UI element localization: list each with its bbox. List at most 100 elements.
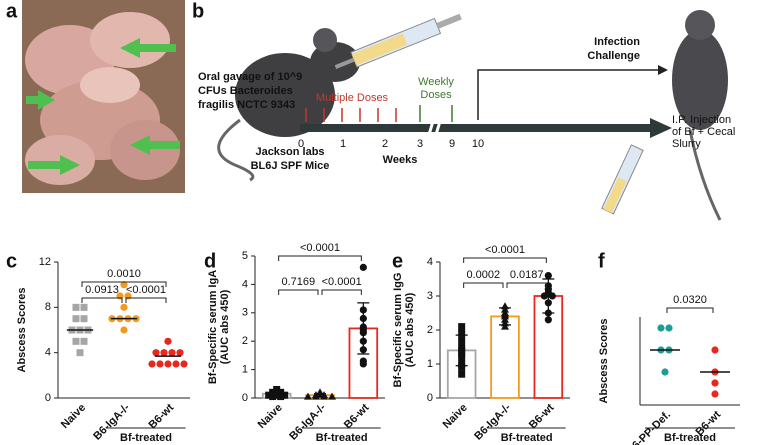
point: [120, 303, 128, 311]
bracket: [278, 289, 319, 295]
point: [359, 263, 367, 271]
bracket: [463, 257, 547, 263]
point: [548, 292, 556, 300]
panel-label: a: [6, 0, 18, 22]
point: [544, 316, 552, 324]
point: [168, 349, 176, 357]
point: [711, 346, 719, 354]
point: [80, 315, 88, 323]
p-value: 0.0187: [510, 269, 544, 281]
p-value: <0.0001: [126, 284, 166, 296]
schematic-art: [217, 10, 728, 221]
bracket: [666, 307, 714, 313]
p-value: 0.0913: [85, 284, 119, 296]
p-value: 0.7169: [282, 276, 316, 288]
point: [458, 363, 466, 371]
timeline-tick: 3: [417, 138, 423, 150]
p-value: <0.0001: [485, 244, 525, 256]
bracket: [463, 282, 504, 288]
gavage-text: fragilis NCTC 9343: [198, 99, 295, 111]
point: [328, 392, 336, 400]
point: [273, 385, 281, 393]
y-axis-label: Bf-Specific serum IgG: [392, 273, 404, 388]
bracket: [81, 297, 123, 303]
point: [277, 388, 285, 396]
point: [72, 337, 80, 345]
x-tick-label: Naive: [59, 402, 88, 431]
point: [458, 329, 466, 337]
x-tick-label: B6-wt: [147, 401, 177, 431]
y-tick-label: 2: [242, 335, 248, 347]
point: [164, 337, 172, 345]
group-label: Bf-treated: [316, 432, 368, 444]
point: [180, 360, 188, 368]
bracket: [81, 281, 167, 287]
point: [665, 324, 673, 332]
point: [711, 379, 719, 387]
x-tick-label: B6-wt: [527, 401, 557, 431]
point: [657, 324, 665, 332]
y-tick-label: 0: [45, 392, 51, 404]
y-tick-label: 4: [242, 278, 248, 290]
photo: [22, 0, 185, 193]
x-tick-label: Naive: [256, 402, 285, 431]
y-tick-label: 0: [242, 392, 248, 404]
group-label: Bf-treated: [501, 432, 553, 444]
point: [269, 388, 277, 396]
y-tick-label: 2: [427, 324, 433, 336]
y-tick-label: 8: [45, 301, 51, 313]
timeline-tick: 9: [449, 138, 455, 150]
group-label: Bf-treated: [120, 432, 172, 444]
challenge-text: Infection: [594, 36, 640, 48]
point: [120, 326, 128, 334]
point: [80, 337, 88, 345]
y-tick-label: 1: [242, 364, 248, 376]
point: [304, 392, 312, 400]
point: [156, 360, 164, 368]
panel-label: b: [192, 0, 204, 22]
y-axis-label: Bf-Specific serum IgA: [207, 270, 219, 384]
mice-text: Jackson labs: [255, 146, 324, 158]
y-axis-label: Abscess Scores: [16, 288, 28, 373]
x-tick-label: B6-wt: [342, 401, 372, 431]
bracket: [278, 255, 362, 261]
y-tick-label: 4: [45, 347, 51, 359]
gavage-text: CFUs Bacteroides: [198, 85, 293, 97]
y-tick-label: 4: [427, 256, 433, 268]
panel-label: e: [392, 250, 403, 272]
multiple-doses: Multiple Doses: [316, 92, 389, 104]
timeline-tick: 10: [472, 138, 484, 150]
point: [160, 349, 168, 357]
point: [80, 303, 88, 311]
injection-text: I.P. Injection: [672, 114, 731, 126]
y-axis-label: Abscess Scores: [598, 319, 610, 404]
p-value: 0.0320: [673, 294, 707, 306]
p-value: 0.0010: [107, 268, 141, 280]
bracket: [506, 282, 547, 288]
point: [359, 360, 367, 368]
point: [76, 349, 84, 357]
point: [458, 323, 466, 331]
weekly-doses: Doses: [420, 89, 452, 101]
panel-label: f: [598, 250, 605, 272]
challenge-text: Challenge: [587, 50, 640, 62]
group-label: Bf-treated: [664, 432, 716, 444]
y-axis-label: (AUC abs 450): [219, 289, 231, 364]
p-value: <0.0001: [300, 242, 340, 254]
point: [164, 360, 172, 368]
point: [281, 391, 289, 399]
point: [540, 292, 548, 300]
gavage-text: Oral gavage of 10^9: [198, 71, 302, 83]
point: [72, 315, 80, 323]
timeline-tick: 2: [382, 138, 388, 150]
panel-label: d: [204, 250, 216, 272]
mice-text: BL6J SPF Mice: [251, 160, 330, 172]
p-value: 0.0002: [467, 269, 501, 281]
point: [501, 322, 509, 330]
point: [265, 391, 273, 399]
timeline-tick: 1: [340, 138, 346, 150]
point: [120, 281, 128, 289]
